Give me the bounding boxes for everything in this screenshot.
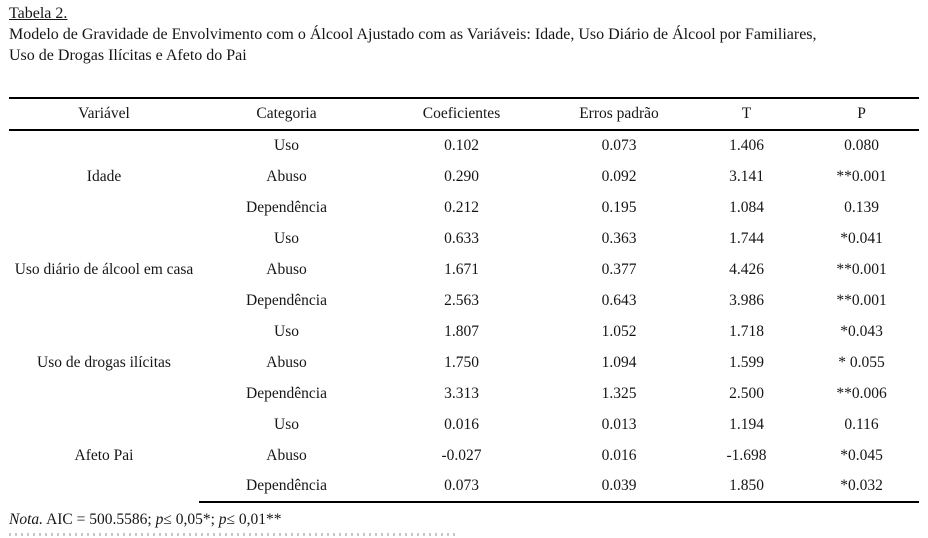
p-cell: 0.080 <box>844 137 879 154</box>
coef-cell: 0.102 <box>444 137 479 154</box>
table-row: Dependência 0.073 0.039 1.850 *0.032 <box>9 471 919 503</box>
table-row: Afeto Pai Uso 0.016 0.013 1.194 0.116 <box>9 409 919 464</box>
se-cell: 1.052 <box>601 322 637 340</box>
p-cell: **0.006 <box>836 384 887 402</box>
coef-cell: 1.750 <box>444 353 479 371</box>
p-cell: 0.139 <box>844 198 879 216</box>
p-cell: 0.116 <box>844 415 879 433</box>
p-cell: *0.041 <box>840 229 883 247</box>
column-header-coeficientes: Coeficientes <box>374 97 549 131</box>
se-cell: 0.377 <box>601 260 637 278</box>
table-header-row: Variável Categoria Coeficientes Erros pa… <box>9 97 919 131</box>
table-row: Dependência 0.212 0.195 1.084 0.139 <box>9 192 919 223</box>
variable-label: Uso de drogas ilícitas <box>37 353 171 371</box>
p-cell: *0.043 <box>840 322 883 340</box>
category-cell: Uso <box>274 415 299 433</box>
variable-label: Idade <box>86 168 122 185</box>
column-header-categoria: Categoria <box>199 97 374 131</box>
coef-cell: -0.027 <box>441 446 482 464</box>
note-p-symbol-1: p <box>155 511 164 528</box>
coef-cell: 0.016 <box>444 415 479 433</box>
se-cell: 0.195 <box>601 198 637 216</box>
category-cell: Dependência <box>199 471 374 503</box>
table-title-line2: Uso de Drogas Ilícitas e Afeto do Pai <box>9 47 247 64</box>
p-cell: * 0.055 <box>838 353 885 371</box>
table-note: Nota. AIC = 500.5586; p≤ 0,05*; p≤ 0,01*… <box>9 510 919 529</box>
data-table: Variável Categoria Coeficientes Erros pa… <box>9 97 919 503</box>
note-p-symbol-2: p <box>218 511 227 528</box>
t-cell: 1.744 <box>729 229 764 247</box>
coef-cell: 2.563 <box>444 291 479 309</box>
coef-cell: 1.671 <box>444 260 479 278</box>
t-cell: 1.194 <box>729 415 764 433</box>
p-cell: **0.001 <box>836 260 887 278</box>
category-cell: Dependência <box>246 198 327 216</box>
se-cell: 0.092 <box>601 167 637 185</box>
t-cell: 1.406 <box>729 137 764 154</box>
se-cell: 0.363 <box>601 229 637 247</box>
table-row: Dependência 2.563 0.643 3.986 **0.001 <box>9 285 919 316</box>
coef-cell: 0.073 <box>374 471 549 503</box>
t-cell: 1.850 <box>689 471 804 503</box>
category-cell: Uso <box>274 229 299 247</box>
table-row: Idade Uso 0.102 0.073 1.406 0.080 <box>9 130 919 185</box>
note-aic: AIC = 500.5586; <box>46 511 152 528</box>
table-row: Abuso 1.671 0.377 4.426 **0.001 <box>9 254 919 285</box>
column-header-t: T <box>689 97 804 131</box>
category-cell: Abuso <box>266 167 307 185</box>
table-title-line1: Modelo de Gravidade de Envolvimento com … <box>9 26 817 43</box>
t-cell: 4.426 <box>729 260 764 278</box>
column-header-p: P <box>804 97 919 131</box>
p-cell: *0.032 <box>804 471 919 503</box>
category-cell: Dependência <box>246 384 327 402</box>
t-cell: 3.986 <box>729 291 764 309</box>
category-cell: Abuso <box>266 260 307 278</box>
category-cell: Uso <box>274 137 299 154</box>
p-cell: *0.045 <box>840 446 883 464</box>
p-cell: **0.001 <box>836 167 887 185</box>
se-cell: 0.039 <box>549 471 689 503</box>
p-cell: **0.001 <box>836 291 887 309</box>
coef-cell: 0.212 <box>444 198 479 216</box>
category-cell: Abuso <box>266 446 307 464</box>
coef-cell: 3.313 <box>444 384 479 402</box>
coef-cell: 0.633 <box>444 229 479 247</box>
se-cell: 0.016 <box>601 446 637 464</box>
se-cell: 0.073 <box>601 137 637 154</box>
se-cell: 1.094 <box>601 353 637 371</box>
column-header-variavel: Variável <box>9 97 199 131</box>
table-row: Abuso 0.290 0.092 3.141 **0.001 <box>9 161 919 192</box>
se-cell: 0.643 <box>601 291 637 309</box>
table-row: Abuso -0.027 0.016 -1.698 *0.045 <box>9 440 919 471</box>
category-cell: Dependência <box>246 291 327 309</box>
t-cell: 1.718 <box>729 322 764 340</box>
variable-label: Afeto Pai <box>74 446 134 464</box>
variable-label: Uso diário de álcool em casa <box>14 260 194 278</box>
table-row: Abuso 1.750 1.094 1.599 * 0.055 <box>9 347 919 378</box>
se-cell: 0.013 <box>601 415 637 433</box>
note-label: Nota. <box>9 511 44 528</box>
t-cell: 1.084 <box>729 198 764 216</box>
coef-cell: 0.290 <box>444 167 479 185</box>
table-label: Tabela 2. <box>9 5 68 22</box>
t-cell: -1.698 <box>726 446 767 464</box>
t-cell: 2.500 <box>729 384 764 402</box>
cropped-text-artifact <box>9 533 457 536</box>
table-row: Dependência 3.313 1.325 2.500 **0.006 <box>9 378 919 409</box>
coef-cell: 1.807 <box>444 322 479 340</box>
category-cell: Abuso <box>266 353 307 371</box>
se-cell: 1.325 <box>601 384 637 402</box>
category-cell: Uso <box>274 322 299 340</box>
table-row: Uso de drogas ilícitas Uso 1.807 1.052 1… <box>9 316 919 371</box>
note-p-threshold-2: ≤ 0,01** <box>226 511 282 528</box>
t-cell: 3.141 <box>729 167 764 185</box>
column-header-erros-padrao: Erros padrão <box>549 97 689 131</box>
table-row: Uso diário de álcool em casa Uso 0.633 0… <box>9 223 919 278</box>
t-cell: 1.599 <box>729 353 764 371</box>
note-p-threshold-1: ≤ 0,05*; <box>163 511 215 528</box>
